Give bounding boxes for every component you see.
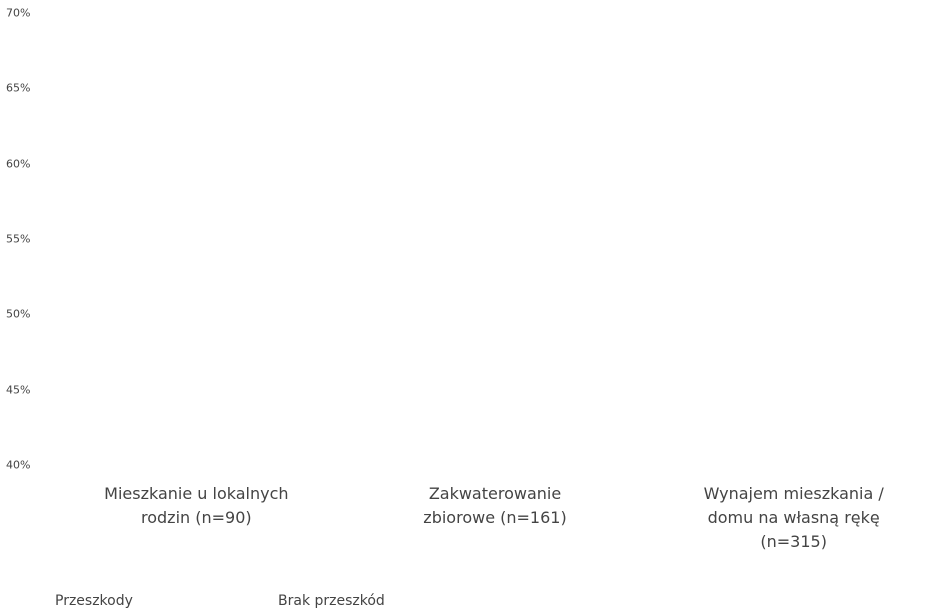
legend-label: Przeszkody — [55, 593, 133, 609]
data-label: 55% — [474, 40, 515, 62]
y-tick-label: 70% — [6, 6, 31, 20]
legend-label: Brak przeszkód — [278, 593, 385, 609]
y-tick-label: 45% — [6, 383, 31, 397]
x-tick-label: Mieszkanie u lokalnych rodzin (n=90) — [104, 484, 289, 527]
y-tick-label: 55% — [6, 232, 31, 246]
y-tick-label: 60% — [6, 157, 31, 171]
data-label: 58% — [773, 17, 814, 39]
y-tick-label: 50% — [6, 307, 31, 321]
y-tick-label: 65% — [6, 81, 31, 95]
x-tick-label: Wynajem mieszkania / domu na własną rękę… — [703, 484, 884, 551]
y-tick-label: 40% — [6, 458, 31, 472]
x-tick-label: Zakwaterowanie zbiorowe (n=161) — [423, 484, 567, 527]
data-label: 62% — [156, 0, 236, 8]
